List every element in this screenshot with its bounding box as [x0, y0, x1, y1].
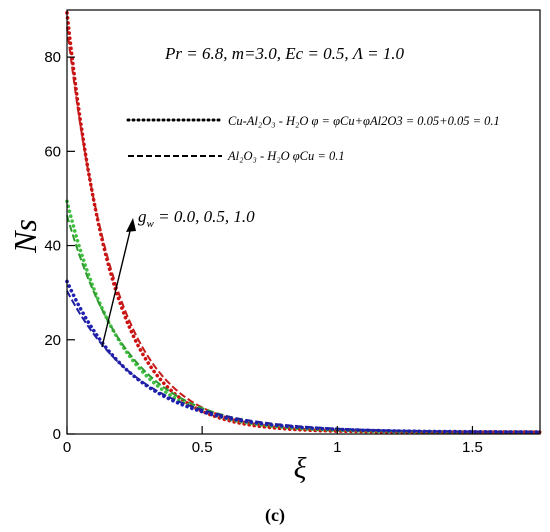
x-ticks: 0 0.5 1 1.5 [63, 426, 483, 456]
y-tick-label: 80 [44, 49, 61, 66]
trend-arrowhead [126, 218, 136, 232]
series-line-dotted-gw-0 [65, 279, 542, 434]
y-ticks: 0 20 40 60 80 [44, 49, 75, 443]
panel-label: (c) [265, 505, 285, 526]
x-tick-label: 0.5 [192, 439, 213, 456]
curves-group [65, 11, 542, 434]
legend-dashed-label: Al₂O₃ - H₂O φCu = 0.1 [227, 149, 345, 163]
trend-arrow [101, 226, 132, 348]
series-line-dashed-gw-1 [66, 26, 540, 434]
y-tick-label: 0 [53, 426, 61, 443]
series-line-dotted-gw-0-5 [65, 199, 542, 434]
parameters-annotation: Pr = 6.8, m=3.0, Ec = 0.5, Λ = 1.0 [164, 44, 405, 63]
arrow-annotation: gw = 0.0, 0.5, 1.0 [138, 207, 255, 230]
x-axis-label: ξ [294, 452, 307, 485]
x-tick-label: 1.5 [462, 439, 483, 456]
series-line-dashed-gw-0-5 [66, 215, 540, 433]
plot-frame [66, 9, 541, 435]
legend-dotted-label: Cu-Al₂O₃ - H₂O φ = φCu+φAl2O3 = 0.05+0.0… [228, 114, 500, 128]
y-tick-label: 20 [44, 332, 61, 349]
y-tick-label: 60 [44, 143, 61, 160]
y-axis-label: Ns [7, 219, 43, 254]
series-line-dashed-gw-0 [66, 290, 540, 433]
x-tick-label: 1 [333, 439, 341, 456]
x-tick-label: 0 [63, 439, 71, 456]
y-tick-label: 40 [44, 238, 61, 255]
